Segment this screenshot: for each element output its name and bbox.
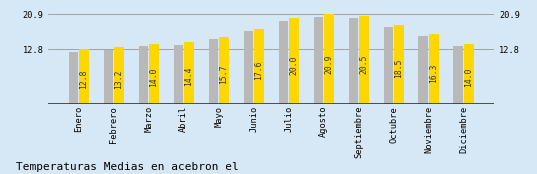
Text: 16.3: 16.3 <box>430 63 438 82</box>
Text: Temperaturas Medias en acebron el: Temperaturas Medias en acebron el <box>16 162 239 172</box>
Bar <box>383 27 393 104</box>
Bar <box>104 50 113 104</box>
Text: 14.0: 14.0 <box>149 68 158 87</box>
Text: 17.6: 17.6 <box>255 61 264 80</box>
Bar <box>139 46 148 104</box>
Bar <box>429 34 439 104</box>
Bar <box>208 39 219 104</box>
Text: 14.4: 14.4 <box>184 67 193 86</box>
Text: 15.7: 15.7 <box>220 64 228 84</box>
Bar <box>453 46 463 104</box>
Bar <box>314 17 323 104</box>
Bar <box>79 49 89 104</box>
Text: 20.5: 20.5 <box>359 55 368 74</box>
Text: 18.5: 18.5 <box>394 59 403 78</box>
Text: 20.9: 20.9 <box>324 54 333 74</box>
Bar <box>324 14 334 104</box>
Text: 12.8: 12.8 <box>79 70 89 89</box>
Text: 20.0: 20.0 <box>289 56 299 75</box>
Bar <box>219 37 229 104</box>
Bar <box>173 45 183 104</box>
Bar <box>394 25 404 104</box>
Bar <box>244 31 253 104</box>
Bar <box>418 37 429 104</box>
Bar <box>464 44 474 104</box>
Text: 14.0: 14.0 <box>465 68 474 87</box>
Bar <box>254 29 264 104</box>
Bar <box>114 48 124 104</box>
Text: 13.2: 13.2 <box>114 69 124 89</box>
Bar <box>69 52 78 104</box>
Bar <box>149 44 159 104</box>
Bar <box>184 42 194 104</box>
Bar <box>279 21 288 104</box>
Bar <box>359 16 369 104</box>
Bar <box>349 18 358 104</box>
Bar <box>289 18 299 104</box>
